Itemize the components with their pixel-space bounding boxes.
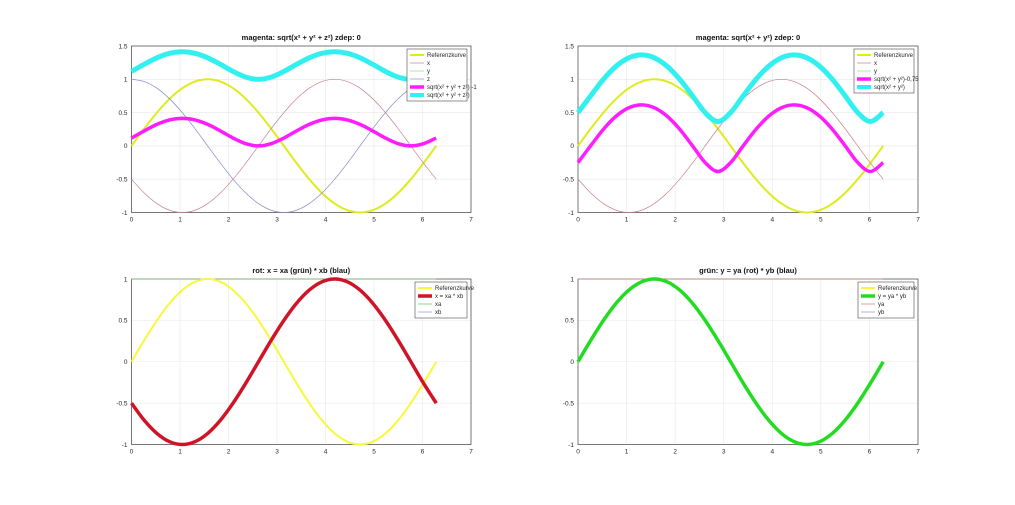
y-tick-label: -1	[122, 442, 128, 449]
legend-entry: y	[427, 69, 430, 75]
legend-entry: x	[427, 61, 430, 67]
series-line-3	[576, 103, 885, 174]
series-line-4	[130, 116, 437, 148]
series-line-3	[131, 78, 437, 213]
x-tick-label: 6	[868, 449, 872, 456]
legend-entry: sqrt(x² + y² + z²)	[427, 93, 470, 99]
y-tick-label: 0.5	[118, 318, 127, 325]
x-tick-label: 1	[625, 217, 629, 224]
x-tick-label: 4	[770, 449, 774, 456]
y-tick-label: 0	[124, 143, 128, 150]
y-tick-label: -0.5	[563, 400, 575, 407]
x-tick-label: 3	[722, 217, 726, 224]
legend-entry: sqrt(x² + y²)	[874, 85, 905, 91]
legend-entry: x	[874, 61, 877, 67]
legend-entry: y	[874, 69, 877, 75]
chart-title: magenta: sqrt(x² + y²) zdep: 0	[696, 33, 800, 42]
legend: Referenzkurve xy sqrt(x² + y²)-0,75 sqrt(x²…	[853, 48, 919, 94]
y-tick-label: 0.5	[118, 110, 127, 117]
legend-entry: z	[427, 77, 430, 83]
y-tick-label: -0.5	[116, 400, 128, 407]
series-line-0	[130, 78, 438, 214]
subplot-1: 0 1 2 3 4 5 6 7 -1 -0.5 0 0.5 1 1.5 magenta: sqrt(x² +…	[116, 33, 477, 224]
y-tick-label: 0.5	[565, 318, 574, 325]
x-tick-label: 2	[227, 217, 231, 224]
chart-title: grün: y = ya (rot) * yb (blau)	[699, 266, 797, 275]
x-tick-label: 3	[722, 449, 726, 456]
x-tick-label: 6	[421, 217, 425, 224]
x-tick-label: 3	[275, 449, 279, 456]
legend-entry: xa	[435, 302, 442, 308]
series-line-5	[130, 49, 438, 82]
legend-entry: yb	[878, 310, 885, 316]
x-tick-label: 7	[916, 449, 920, 456]
legend-entry: y = ya * yb	[878, 294, 907, 300]
x-tick-label: 7	[469, 217, 473, 224]
legend-entry: sqrt(x² + y² + z²) -1	[427, 85, 477, 91]
legend-entry: Referenzkurve	[427, 53, 467, 59]
x-tick-label: 6	[868, 217, 872, 224]
legend: Referenzkurve x = xa * xb xa xb	[414, 281, 475, 319]
legend-entry: Referenzkurve	[435, 286, 475, 292]
legend-entry: ya	[878, 302, 885, 308]
legend: Referenzkurve xyz sqrt(x² + y² + z²) -1 sqr…	[406, 48, 477, 102]
y-tick-label: 0	[570, 359, 574, 366]
y-tick-label: 1	[124, 77, 128, 84]
x-tick-label: 1	[178, 217, 182, 224]
y-tick-label: -0.5	[563, 177, 575, 184]
x-tick-label: 0	[130, 449, 134, 456]
x-tick-label: 5	[819, 217, 823, 224]
legend-box	[406, 48, 468, 102]
subplot-2: 0 1 2 3 4 5 6 7 -1 -0.5 0 0.5 1 1.5 magenta: sqrt(x² +…	[563, 33, 920, 224]
y-tick-label: 1.5	[565, 43, 574, 50]
x-tick-label: 5	[819, 449, 823, 456]
y-tick-label: 0	[124, 359, 128, 366]
x-tick-label: 5	[372, 449, 376, 456]
series-line-4	[576, 52, 885, 125]
x-tick-label: 0	[130, 217, 134, 224]
x-tick-label: 4	[324, 217, 328, 224]
legend-entry: Referenzkurve	[874, 53, 914, 59]
subplot-3: 0 1 2 3 4 5 6 7 -1 -0.5 0 0.5 1 rot: x = xa (grün) * …	[116, 266, 474, 456]
x-tick-label: 7	[469, 449, 473, 456]
legend-entry: xb	[435, 310, 442, 316]
axes-box	[577, 45, 919, 213]
series-line-1	[130, 277, 438, 447]
x-tick-label: 1	[178, 449, 182, 456]
legend-entry: Referenzkurve	[878, 286, 918, 292]
x-tick-label: 4	[770, 217, 774, 224]
y-tick-label: 1	[124, 276, 128, 283]
x-tick-label: 2	[673, 449, 677, 456]
x-tick-label: 0	[576, 217, 580, 224]
x-tick-label: 1	[625, 449, 629, 456]
y-tick-label: 1	[570, 77, 574, 84]
chart-title: magenta: sqrt(x² + y² + z²) zdep: 0	[242, 33, 361, 42]
x-tick-label: 6	[421, 449, 425, 456]
series-line-0	[577, 78, 884, 214]
x-tick-label: 3	[275, 217, 279, 224]
series-line-1	[576, 277, 885, 447]
x-tick-label: 0	[576, 449, 580, 456]
x-tick-label: 2	[673, 217, 677, 224]
y-tick-label: 1.5	[118, 43, 127, 50]
axes-box	[131, 45, 472, 213]
legend: Referenzkurve y = ya * yb ya yb	[857, 281, 918, 319]
x-tick-label: 4	[324, 449, 328, 456]
y-tick-label: -1	[568, 442, 574, 449]
chart-title: rot: x = xa (grün) * xb (blau)	[252, 266, 350, 275]
y-tick-label: -1	[122, 210, 128, 217]
y-tick-label: -0.5	[116, 177, 128, 184]
y-tick-label: 0	[570, 143, 574, 150]
legend-entry: sqrt(x² + y²)-0,75	[874, 77, 919, 83]
y-tick-label: 0.5	[565, 110, 574, 117]
subplot-4: 0 1 2 3 4 5 6 7 -1 -0.5 0 0.5 1 grün: y = ya (rot) * …	[563, 266, 920, 456]
legend-entry: x = xa * xb	[435, 294, 464, 300]
x-tick-label: 5	[372, 217, 376, 224]
series-line-0	[130, 278, 438, 446]
y-tick-label: -1	[568, 210, 574, 217]
x-tick-label: 2	[227, 449, 231, 456]
y-tick-label: 1	[570, 276, 574, 283]
x-tick-label: 7	[916, 217, 920, 224]
